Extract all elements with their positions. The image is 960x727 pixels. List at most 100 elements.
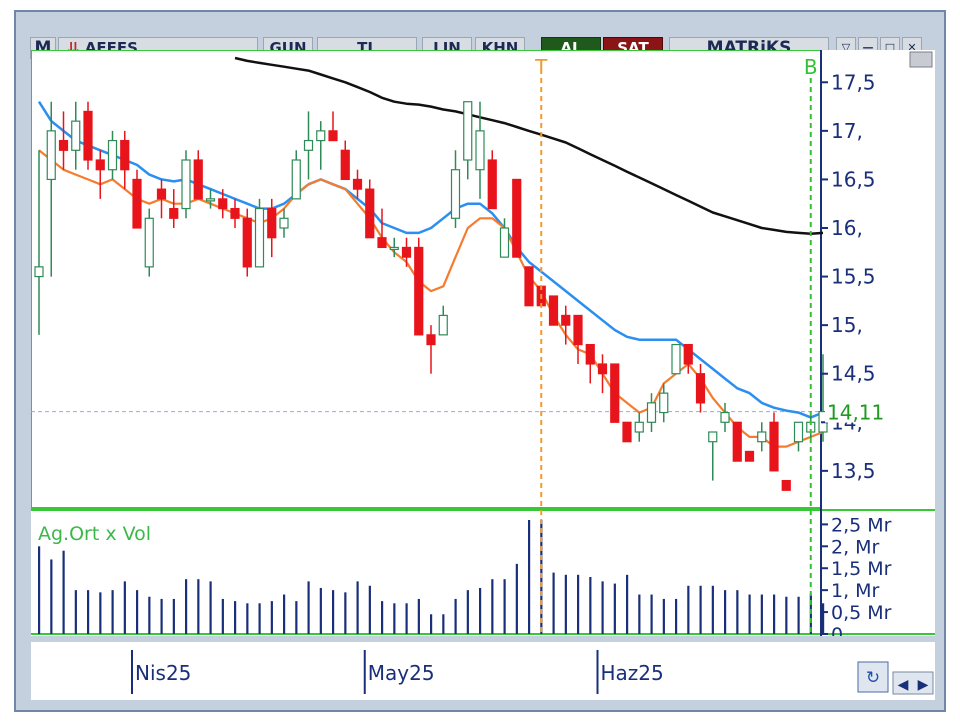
candle-body	[597, 363, 608, 375]
price-tick-label: 17,5	[831, 70, 876, 94]
candle-body	[181, 159, 191, 210]
volume-bar	[319, 587, 322, 634]
candle-body	[71, 120, 81, 151]
candle-body	[793, 421, 804, 443]
volume-bar	[785, 596, 788, 634]
candle-body	[781, 479, 791, 491]
candle-body	[695, 373, 706, 404]
candle-body	[401, 246, 412, 258]
volume-tick-label: 2, Mr	[831, 536, 880, 558]
volume-bar	[589, 577, 592, 634]
volume-bar	[234, 601, 237, 634]
candle-body	[144, 217, 154, 268]
volume-tick-label: 0,5 Mr	[831, 602, 892, 624]
candle-body	[610, 363, 620, 423]
candle-body	[328, 130, 338, 142]
volume-bar	[246, 603, 249, 634]
candle-body	[671, 343, 681, 375]
candle-body	[279, 217, 289, 229]
month-label: May25	[368, 661, 435, 685]
candle-body	[34, 266, 44, 278]
candle-body	[499, 227, 510, 258]
volume-bar	[515, 563, 518, 634]
candle-body	[561, 314, 571, 326]
volume-bar	[711, 585, 714, 634]
signal-marker-label: B	[804, 55, 818, 79]
candle-body	[218, 198, 228, 210]
candle-body	[95, 159, 105, 171]
candle-body	[487, 159, 497, 210]
volume-bar	[773, 594, 776, 634]
candle-body	[377, 237, 387, 249]
scroll-buttons[interactable]	[892, 671, 934, 695]
chart-svg: TB 17,517,16,516,15,515,14,514,13,514,11…	[30, 49, 935, 646]
volume-bar	[123, 581, 126, 634]
candle-body	[463, 101, 473, 161]
candle-body	[426, 334, 436, 346]
price-tick-label: 16,5	[831, 167, 876, 191]
candle-body	[58, 139, 69, 151]
candle-body	[757, 431, 767, 443]
candle-body	[242, 217, 252, 268]
candle-body	[316, 130, 326, 142]
volume-bar	[38, 546, 41, 634]
volume-bar	[368, 585, 371, 634]
chart-area: TB 17,517,16,516,15,515,14,514,13,514,11…	[30, 49, 935, 646]
volume-tick-label: 1,5 Mr	[831, 558, 892, 580]
volume-bar	[270, 601, 273, 634]
volume-bar	[699, 585, 702, 634]
month-label: Nis25	[135, 661, 191, 685]
signal-marker-label: T	[534, 55, 548, 79]
time-axis-svg: Nis25 May25 Haz25 ↻ ◀ ▶	[131, 650, 934, 695]
volume-bar	[356, 581, 359, 634]
candle-body	[389, 246, 399, 251]
volume-bar	[283, 594, 286, 634]
volume-tick-label: 1, Mr	[831, 580, 880, 602]
candle-body	[438, 314, 448, 336]
volume-bar	[295, 601, 298, 634]
volume-bar	[136, 590, 139, 634]
volume-bar	[638, 594, 641, 634]
candle-body	[548, 295, 559, 326]
volume-bar	[675, 598, 678, 634]
candle-body	[169, 207, 179, 219]
candle-body	[683, 343, 693, 365]
candle-body	[365, 188, 375, 239]
volume-bar	[172, 598, 175, 634]
price-tick-label: 15,5	[831, 265, 876, 289]
price-tick-label: 14,5	[831, 362, 876, 386]
volume-bar	[381, 601, 384, 634]
volume-bar	[564, 574, 567, 634]
volume-bar	[760, 594, 763, 634]
volume-bar	[209, 581, 212, 634]
last-price-label-bg	[825, 400, 893, 423]
volume-bar	[601, 581, 604, 634]
volume-bar	[797, 596, 800, 634]
candle-body	[83, 110, 93, 161]
candle-body	[120, 139, 130, 171]
candle-body	[230, 207, 240, 219]
refresh-button[interactable]	[857, 661, 889, 693]
panel-settings-icon[interactable]	[909, 51, 933, 68]
scroll-right-icon[interactable]: ▶	[918, 677, 929, 693]
volume-bar	[479, 587, 482, 634]
candle-body	[512, 178, 522, 258]
volume-bar	[307, 581, 310, 634]
scroll-left-icon[interactable]: ◀	[898, 677, 909, 693]
candle-body	[475, 130, 485, 171]
candle-body	[352, 178, 363, 190]
volume-bar	[724, 590, 727, 634]
volume-bar	[577, 574, 580, 634]
ma-short-line	[38, 149, 824, 448]
volume-bar	[613, 583, 616, 634]
candle-body	[414, 246, 424, 336]
volume-bar	[650, 594, 653, 634]
volume-bar	[466, 590, 469, 634]
candle-body	[646, 402, 657, 423]
candle-body	[291, 159, 301, 200]
volume-bar	[185, 579, 188, 634]
candle-body	[303, 139, 314, 151]
volume-bar	[809, 594, 812, 634]
volume-bar	[221, 598, 224, 634]
candle-body	[156, 188, 167, 200]
